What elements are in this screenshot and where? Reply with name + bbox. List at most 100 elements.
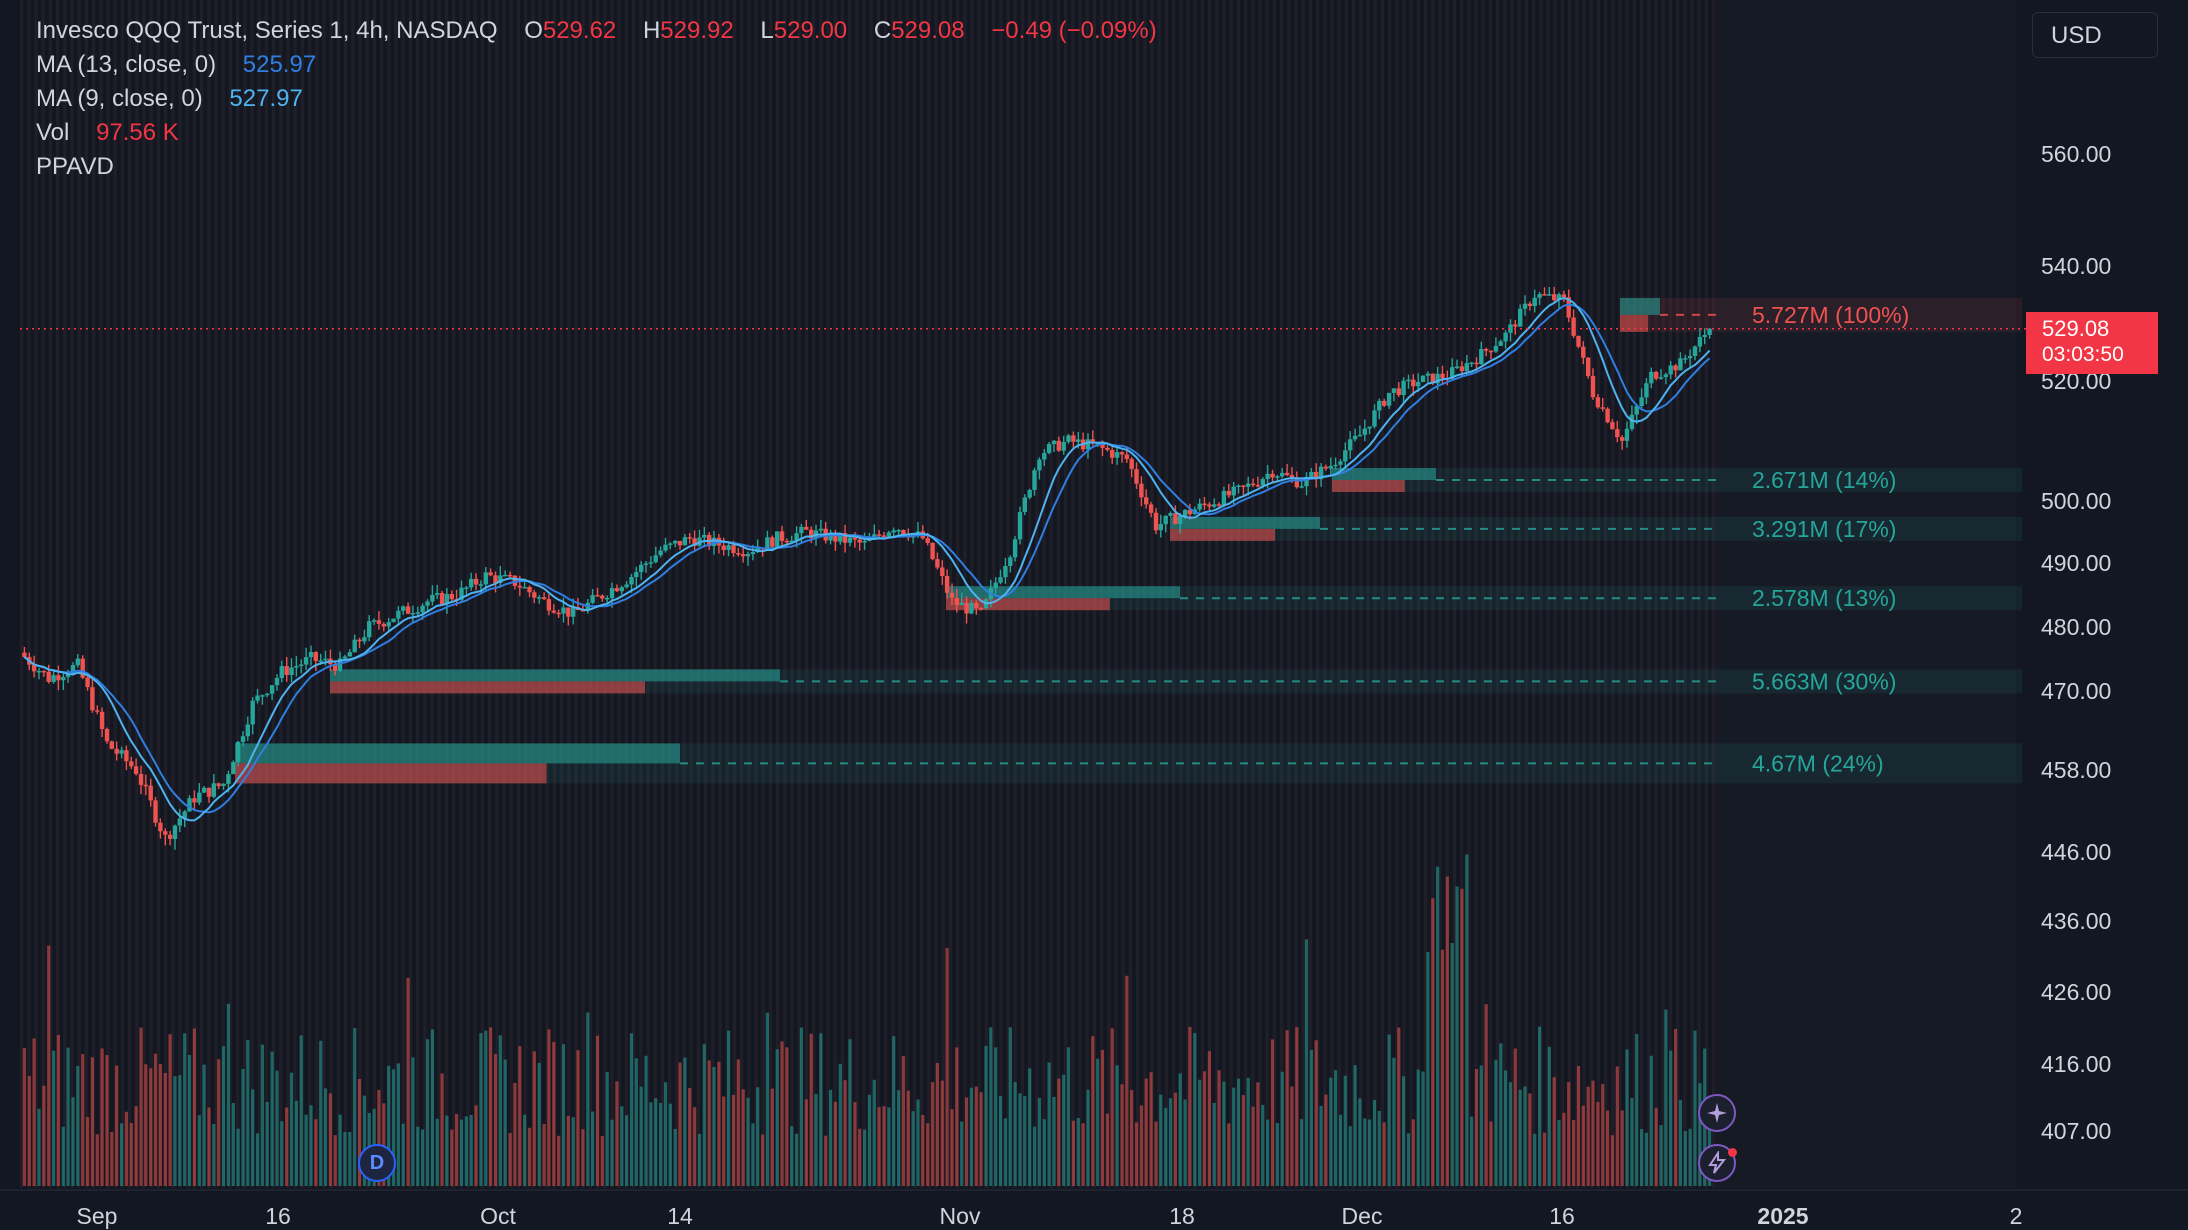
candle-body xyxy=(362,637,367,642)
volume-bar xyxy=(285,1107,289,1186)
session-stripe xyxy=(408,0,412,1188)
session-stripe xyxy=(1452,0,1456,1188)
candle-body xyxy=(1687,356,1693,359)
volume-bar xyxy=(1232,1087,1236,1186)
volume-bar xyxy=(668,1103,672,1186)
candle-body xyxy=(1707,328,1712,335)
candle-body xyxy=(1552,294,1557,301)
candle-body xyxy=(1071,435,1076,442)
volume-bar xyxy=(649,1102,653,1186)
candle-body xyxy=(1624,428,1630,441)
volume-bar xyxy=(639,1086,643,1186)
session-stripe xyxy=(207,0,211,1188)
candle-body xyxy=(22,652,27,657)
volume-bar xyxy=(722,1096,726,1186)
volume-profile-bar-up xyxy=(1332,468,1436,480)
dividend-badge[interactable]: D xyxy=(358,1144,396,1182)
candle-body xyxy=(721,545,726,550)
volume-bar xyxy=(1640,1129,1644,1186)
volume-profile-bar-up xyxy=(1620,297,1660,315)
candle-body xyxy=(182,811,187,819)
ma13-row[interactable]: MA (13, close, 0) 525.97 xyxy=(36,48,1157,82)
candle-body xyxy=(1134,469,1139,484)
volume-bar xyxy=(1154,1121,1158,1186)
session-stripe xyxy=(1373,0,1377,1188)
volume-bar xyxy=(829,1089,833,1186)
volume-bar xyxy=(1178,1073,1182,1186)
volume-bar xyxy=(231,1103,235,1186)
volume-bar xyxy=(1236,1078,1241,1186)
candle-body xyxy=(668,543,673,545)
lightning-button[interactable] xyxy=(1698,1144,1737,1182)
session-stripe xyxy=(1287,0,1291,1188)
candle-body xyxy=(648,562,654,564)
volume-bar xyxy=(1606,1110,1610,1186)
ma9-row[interactable]: MA (9, close, 0) 527.97 xyxy=(36,82,1157,116)
candle-body xyxy=(687,537,692,539)
session-stripe xyxy=(1560,0,1564,1188)
candle-body xyxy=(600,595,605,599)
session-stripe xyxy=(646,0,650,1188)
volume-bar xyxy=(736,1059,740,1186)
volume-bar xyxy=(1377,1110,1381,1186)
candle-body xyxy=(527,587,532,593)
candle-body xyxy=(590,595,595,603)
volume-bar xyxy=(1105,1113,1109,1186)
volume-bar xyxy=(1066,1047,1071,1186)
sparkle-button[interactable] xyxy=(1698,1094,1736,1132)
volume-bar xyxy=(95,1134,99,1186)
candle-body xyxy=(357,639,362,642)
session-stripe xyxy=(898,0,902,1188)
session-stripe xyxy=(488,0,492,1188)
session-stripe xyxy=(704,0,708,1188)
volume-bar xyxy=(333,1135,337,1186)
volume-bar xyxy=(1270,1039,1275,1186)
candle-body xyxy=(1566,297,1571,318)
session-stripe xyxy=(84,0,88,1188)
volume-bar xyxy=(761,1134,765,1186)
candle-body xyxy=(1323,466,1329,469)
volume-bar xyxy=(746,1097,750,1186)
volume-bar xyxy=(387,1065,391,1186)
session-stripe xyxy=(934,0,938,1188)
currency-button[interactable]: USD xyxy=(2032,12,2158,58)
candle-body xyxy=(702,534,707,538)
candle-body xyxy=(1250,483,1256,486)
volume-row[interactable]: Vol 97.56 K xyxy=(36,116,1157,150)
candle-body xyxy=(1576,335,1581,347)
session-stripe xyxy=(1352,0,1356,1188)
volume-bar xyxy=(712,1066,716,1186)
ppavd-row[interactable]: PPAVD xyxy=(36,150,1157,184)
session-stripe xyxy=(905,0,909,1188)
candle-body xyxy=(129,761,134,767)
volume-bar xyxy=(217,1059,221,1186)
volume-bar xyxy=(1440,949,1445,1186)
volume-bar xyxy=(47,945,51,1186)
session-stripe xyxy=(1467,0,1471,1188)
session-stripe xyxy=(653,0,657,1188)
volume-bar xyxy=(1071,1120,1075,1186)
volume-bar xyxy=(848,1039,852,1186)
session-stripe xyxy=(1344,0,1348,1188)
session-stripe xyxy=(869,0,873,1188)
session-stripe xyxy=(711,0,715,1188)
candle-body xyxy=(1702,334,1707,337)
volume-bar xyxy=(1615,1066,1619,1186)
volume-bar xyxy=(1489,1121,1493,1186)
sparkle-icon xyxy=(1707,1103,1727,1123)
candle-body xyxy=(1105,447,1110,450)
candle-body xyxy=(1522,303,1528,309)
volume-bar xyxy=(1674,1029,1678,1186)
volume-bar xyxy=(1217,1070,1221,1186)
session-stripe xyxy=(567,0,571,1188)
candle-body xyxy=(1348,439,1353,451)
symbol-title[interactable]: Invesco QQQ Trust, Series 1, 4h, NASDAQ xyxy=(36,17,498,44)
candle-body xyxy=(1391,388,1397,393)
volume-bar xyxy=(1304,939,1309,1186)
volume-bar xyxy=(323,1088,328,1186)
volume-bar xyxy=(1062,1074,1066,1186)
symbol-row[interactable]: Invesco QQQ Trust, Series 1, 4h, NASDAQ … xyxy=(36,14,1157,48)
session-stripe xyxy=(200,0,204,1188)
